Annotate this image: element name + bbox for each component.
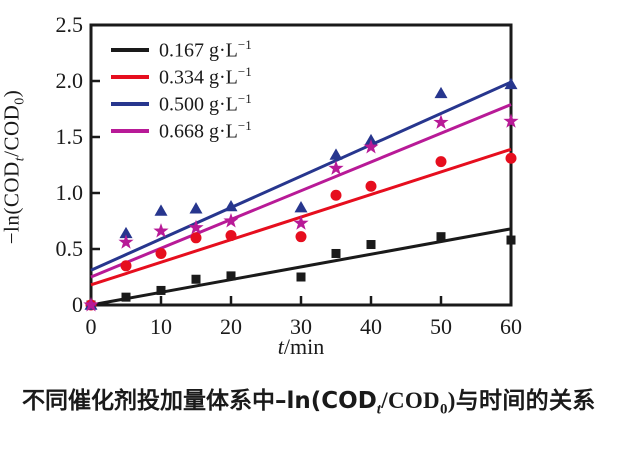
marker-0.167 <box>506 235 516 245</box>
marker-0.334 <box>295 231 307 243</box>
marker-0.668 <box>153 223 169 238</box>
marker-0.334 <box>155 247 167 259</box>
legend-item-0.668: 0.668 g·L−1 <box>111 117 252 144</box>
marker-0.167 <box>331 248 341 258</box>
x-tick-label: 0 <box>86 314 97 339</box>
marker-0.334 <box>190 232 202 244</box>
y-tick-label: 0.5 <box>56 236 84 261</box>
x-tick-label: 40 <box>360 314 382 339</box>
marker-0.668 <box>363 139 379 154</box>
y-axis-label: −ln(CODt/COD0) <box>0 89 28 245</box>
legend-label: 0.500 g·L−1 <box>159 90 252 116</box>
marker-0.668 <box>223 213 239 228</box>
marker-0.167 <box>366 240 376 250</box>
marker-0.500 <box>504 77 518 90</box>
legend-item-0.500: 0.500 g·L−1 <box>111 90 252 117</box>
marker-0.500 <box>434 86 448 99</box>
legend-item-0.167: 0.167 g·L−1 <box>111 36 252 63</box>
marker-0.668 <box>503 113 519 128</box>
marker-0.668 <box>293 215 309 230</box>
chart-plot-area: 0 10 20 30 40 50 60 0 0.5 1.0 1.5 2.0 2.5 <box>56 12 523 339</box>
x-tick-label: 10 <box>150 314 172 339</box>
x-axis-label: t/min <box>277 334 325 359</box>
marker-0.167 <box>436 232 446 242</box>
legend-line-swatch <box>111 101 149 106</box>
chart-legend: 0.167 g·L−1 0.334 g·L−1 0.500 g·L−1 0.668 g… <box>111 36 252 144</box>
marker-0.167 <box>121 292 131 302</box>
legend-label: 0.167 g·L−1 <box>159 36 252 62</box>
fit-line-0.500 <box>90 80 512 272</box>
marker-0.334 <box>435 156 447 168</box>
marker-0.668 <box>328 160 344 175</box>
y-tick-label: 1.5 <box>56 124 84 149</box>
marker-0.334 <box>505 152 517 164</box>
marker-0.167 <box>296 272 306 282</box>
x-tick-label: 50 <box>430 314 452 339</box>
figure-caption: 不同催化剂投加量体系中–ln(CODt/COD0)与时间的关系 <box>22 388 596 418</box>
axes-border <box>89 23 513 307</box>
marker-0.167 <box>226 271 236 281</box>
x-tick-label: 30 <box>290 314 312 339</box>
marker-0.500 <box>224 199 238 212</box>
legend-line-swatch <box>111 47 149 52</box>
legend-item-0.334: 0.334 g·L−1 <box>111 63 252 90</box>
legend-label: 0.334 g·L−1 <box>159 63 252 89</box>
marker-0.334 <box>330 189 342 201</box>
y-tick-label: 2.5 <box>56 12 84 37</box>
marker-0.668 <box>118 234 134 249</box>
marker-0.500 <box>294 201 308 213</box>
marker-0.668 <box>188 219 204 235</box>
marker-0.334 <box>120 260 132 272</box>
marker-0.167 <box>156 285 166 295</box>
x-tick-label: 60 <box>500 314 522 339</box>
marker-0.500 <box>329 148 343 160</box>
y-tick-label: 0 <box>72 292 83 317</box>
legend-line-swatch <box>111 128 149 133</box>
marker-0.500 <box>154 204 168 216</box>
marker-0.167 <box>191 274 201 284</box>
y-tick-label: 1.0 <box>56 180 84 205</box>
marker-0.668 <box>83 297 99 312</box>
legend-label: 0.668 g·L−1 <box>159 117 252 143</box>
y-tick-label: 2.0 <box>56 68 84 93</box>
x-tick-label: 20 <box>220 314 242 339</box>
marker-0.500 <box>119 226 133 239</box>
marker-0.668 <box>433 114 449 129</box>
legend-line-swatch <box>111 74 149 79</box>
marker-0.334 <box>225 230 237 242</box>
marker-0.500 <box>189 202 203 214</box>
marker-0.334 <box>365 180 377 192</box>
